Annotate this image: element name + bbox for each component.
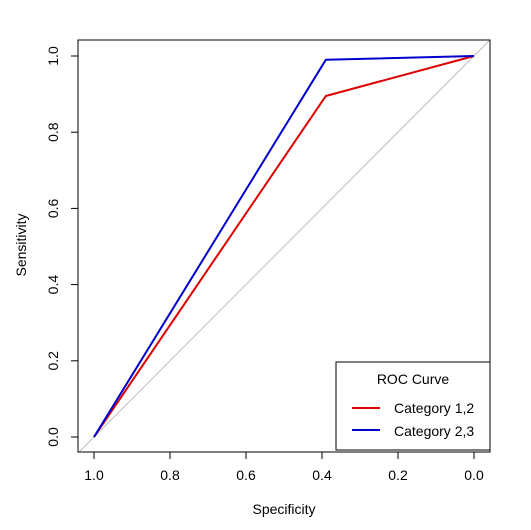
diagonal-reference-line — [78, 39, 491, 453]
series-line-category-1-2 — [93, 55, 475, 438]
x-tick-label: 0.0 — [464, 467, 484, 483]
y-axis-label: Sensitivity — [13, 213, 29, 276]
y-tick-label: 0.0 — [45, 427, 61, 447]
x-tick-label: 0.2 — [388, 467, 408, 483]
y-axis: 0.0 0.2 0.4 0.6 0.8 1.0 — [45, 46, 79, 447]
legend: ROC Curve Category 1,2 Category 2,3 — [335, 361, 491, 451]
y-tick-label: 1.0 — [45, 46, 61, 66]
x-tick-label: 0.4 — [312, 467, 332, 483]
legend-title: ROC Curve — [377, 371, 450, 387]
legend-box — [335, 361, 491, 451]
y-tick-label: 0.8 — [45, 122, 61, 142]
x-tick-label: 0.8 — [160, 467, 180, 483]
series-line-category-2-3 — [93, 55, 475, 438]
legend-label-category-2-3: Category 2,3 — [394, 423, 474, 439]
x-tick-label: 0.6 — [236, 467, 256, 483]
x-axis-label: Specificity — [252, 501, 315, 517]
y-tick-label: 0.6 — [45, 198, 61, 218]
y-tick-label: 0.2 — [45, 351, 61, 371]
x-axis: 1.0 0.8 0.6 0.4 0.2 0.0 — [84, 451, 484, 483]
x-tick-label: 1.0 — [84, 467, 104, 483]
y-tick-label: 0.4 — [45, 275, 61, 295]
legend-label-category-1-2: Category 1,2 — [394, 400, 474, 416]
